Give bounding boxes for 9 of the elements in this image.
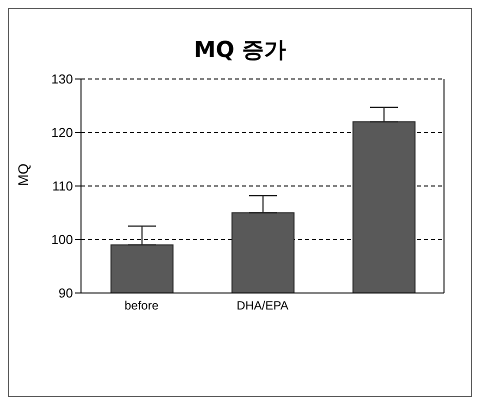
y-tick-label: 120 xyxy=(51,125,73,140)
chart-title: MQ 증가 xyxy=(192,37,288,65)
x-tick-label: DHA/EPA xyxy=(236,298,288,313)
x-tick-label: before xyxy=(124,298,159,313)
y-tick-label: 110 xyxy=(52,178,73,194)
y-tick-label: 130 xyxy=(51,72,73,87)
y-tick-label: 100 xyxy=(51,232,73,248)
y-axis-title: MQ xyxy=(14,163,31,186)
y-tick-label: 90 xyxy=(58,286,73,301)
